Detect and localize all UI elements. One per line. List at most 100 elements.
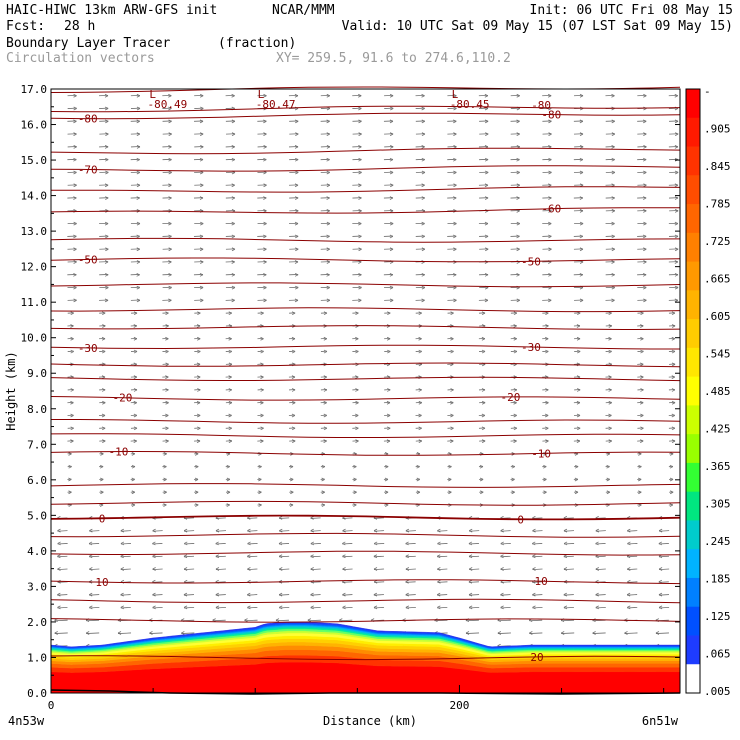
- wind-vector-head: [263, 93, 267, 98]
- wind-vector-head: [294, 260, 299, 264]
- colorbar-label: .905: [704, 123, 731, 136]
- contour-label: 20: [530, 651, 543, 664]
- wind-vector-head: [579, 247, 584, 252]
- wind-vector-head: [291, 349, 296, 354]
- wind-vector-head: [642, 234, 647, 239]
- wind-vector-head: [674, 183, 679, 188]
- wind-vector-head: [73, 272, 77, 277]
- wind-vector-head: [450, 336, 454, 341]
- wind-vector-head: [513, 324, 517, 328]
- wind-vector-head: [326, 196, 330, 200]
- colorbar-label: .305: [704, 498, 731, 511]
- wind-vector-head: [120, 605, 124, 610]
- wind-vector-head: [548, 221, 552, 226]
- wind-vector-head: [516, 119, 520, 124]
- wind-vector-head: [120, 528, 124, 533]
- wind-vector-head: [184, 541, 188, 546]
- isotherm-line: [50, 618, 681, 623]
- wind-vector-head: [294, 145, 299, 149]
- colorbar-label: .365: [704, 460, 731, 473]
- wind-vector-head: [608, 349, 612, 354]
- wind-vector-head: [358, 285, 362, 290]
- wind-vector-head: [105, 272, 109, 277]
- wind-vector-head: [576, 439, 581, 443]
- wind-vector-head: [484, 183, 489, 188]
- wind-vector-head: [247, 605, 251, 610]
- fcst-value: 28 h: [64, 19, 95, 34]
- wind-vector-head: [294, 196, 299, 200]
- wind-vector-head: [199, 132, 204, 136]
- wind-vector-head: [484, 234, 489, 239]
- wind-vector-head: [199, 196, 204, 200]
- wind-vector-head: [358, 209, 362, 213]
- wind-vector-head: [326, 145, 331, 149]
- wind-vector-head: [228, 439, 233, 443]
- isotherm-line: [50, 165, 681, 172]
- wind-vector-head: [437, 528, 441, 533]
- wind-vector-head: [358, 234, 362, 239]
- wind-vector-head: [608, 336, 612, 341]
- wind-vector-head: [548, 272, 552, 277]
- x-tick-label: 200: [450, 699, 470, 712]
- wind-vector-head: [373, 567, 378, 571]
- wind-vector-head: [183, 528, 188, 533]
- wind-vector-head: [611, 145, 615, 149]
- wind-vector-head: [200, 260, 204, 264]
- wind-vector-head: [545, 324, 549, 328]
- x-start-label: 4n53w: [8, 714, 45, 728]
- wind-vector-head: [104, 145, 109, 149]
- wind-vector-head: [481, 336, 486, 341]
- wind-vector-head: [342, 592, 346, 597]
- wind-vector-head: [104, 221, 109, 226]
- wind-vector-head: [165, 388, 169, 392]
- colorbar-swatch: [686, 606, 700, 636]
- contour-label: -10: [108, 446, 128, 459]
- wind-vector-head: [658, 541, 663, 546]
- wind-vector-head: [671, 349, 676, 354]
- wind-vector-head: [102, 439, 106, 443]
- colorbar-swatch: [686, 117, 700, 148]
- wind-vector-head: [484, 196, 489, 200]
- isotherm-line: [50, 450, 681, 456]
- wind-vector-head: [453, 170, 457, 175]
- wind-vector-head: [101, 388, 106, 392]
- wind-vector-head: [548, 247, 552, 252]
- wind-vector-head: [294, 157, 299, 162]
- colorbar-label: .845: [704, 160, 731, 173]
- wind-vector-head: [260, 400, 264, 405]
- wind-vector-head: [545, 439, 549, 443]
- wind-vector-head: [263, 285, 267, 290]
- wind-vector-head: [373, 528, 378, 533]
- wind-vector-head: [133, 413, 138, 418]
- wind-vector-head: [168, 272, 172, 277]
- wind-vector-head: [373, 554, 378, 559]
- wind-vector-head: [611, 170, 616, 175]
- wind-vector-head: [611, 234, 615, 239]
- wind-vector-head: [70, 439, 74, 443]
- fcst-label: Fcst:: [6, 19, 45, 34]
- y-tick-label: 3.0: [27, 580, 47, 593]
- wind-vector-head: [258, 490, 262, 495]
- wind-vector-head: [416, 464, 420, 469]
- wind-vector-head: [326, 260, 331, 264]
- isotherm-line: [50, 362, 681, 368]
- wind-vector-head: [450, 311, 454, 316]
- wind-vector-head: [258, 503, 262, 507]
- wind-vector-head: [247, 592, 251, 597]
- wind-vector-head: [579, 298, 584, 303]
- wind-vector: [592, 632, 606, 634]
- wind-vector-head: [291, 311, 296, 316]
- contour-label: 10: [95, 576, 108, 589]
- contour-label: -80: [78, 113, 98, 126]
- wind-vector-head: [453, 93, 457, 98]
- wind-vector-head: [105, 234, 109, 239]
- isotherm-line: [50, 237, 681, 243]
- wind-vector: [655, 632, 669, 634]
- wind-vector-head: [321, 503, 326, 507]
- isotherm-line: [50, 105, 681, 113]
- wind-vector-head: [168, 106, 172, 111]
- wind-vector-head: [453, 247, 457, 252]
- wind-vector-head: [421, 157, 425, 162]
- wind-vector-head: [86, 631, 90, 635]
- wind-vector-head: [548, 157, 552, 162]
